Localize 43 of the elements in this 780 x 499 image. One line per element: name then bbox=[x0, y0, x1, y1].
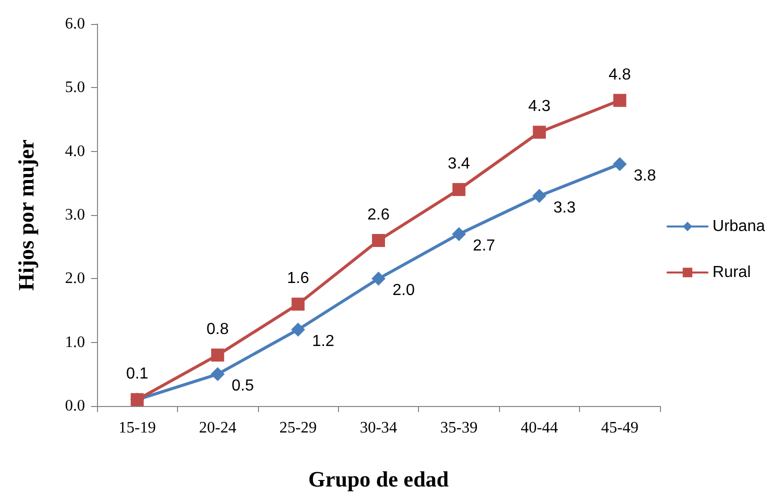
x-tick-label: 40-44 bbox=[520, 420, 558, 436]
point bbox=[612, 157, 627, 172]
data-label: 2.6 bbox=[367, 206, 390, 224]
data-label: 1.6 bbox=[286, 270, 310, 288]
point bbox=[211, 348, 224, 362]
y-tick-label: 4.0 bbox=[65, 142, 85, 160]
data-label: 1.2 bbox=[312, 333, 334, 350]
point bbox=[291, 322, 306, 337]
x-tick-label: 15-19 bbox=[118, 420, 156, 436]
point bbox=[292, 298, 305, 311]
x-tick-label: 25-29 bbox=[279, 420, 317, 436]
y-tick-label: 1.0 bbox=[65, 334, 85, 351]
x-tick-label: 45-49 bbox=[601, 420, 638, 436]
data-label: 2.0 bbox=[392, 282, 415, 300]
data-label: 4.8 bbox=[608, 66, 632, 84]
point bbox=[372, 272, 386, 286]
data-label: 3.3 bbox=[553, 199, 576, 216]
x-axis-title: Grupo de edad bbox=[308, 466, 449, 492]
point bbox=[532, 126, 546, 139]
y-tick-label: 6.0 bbox=[65, 16, 85, 32]
y-tick-label: 5.0 bbox=[65, 79, 85, 96]
data-label: 3.4 bbox=[448, 156, 470, 173]
x-tick-label: 30-34 bbox=[360, 420, 398, 436]
y-tick-label: 3.0 bbox=[65, 206, 85, 224]
x-tick-label: 35-39 bbox=[440, 420, 478, 436]
data-label: 0.5 bbox=[232, 378, 254, 395]
data-label: 0.1 bbox=[126, 366, 148, 383]
point bbox=[613, 94, 626, 107]
x-tick-label: 20-24 bbox=[198, 420, 236, 436]
legend-label: Urbana bbox=[712, 218, 766, 235]
y-tick-label: 2.0 bbox=[65, 270, 85, 288]
point bbox=[532, 188, 546, 203]
legend-label: Rural bbox=[712, 264, 751, 281]
point bbox=[372, 234, 385, 247]
data-label: 3.8 bbox=[634, 168, 656, 185]
data-label: 4.3 bbox=[528, 98, 551, 116]
point bbox=[210, 367, 225, 382]
y-axis-title: Hijos por mujer bbox=[14, 139, 38, 291]
data-label: 0.8 bbox=[206, 321, 229, 338]
y-tick-label: 0.0 bbox=[65, 398, 85, 414]
data-label: 2.7 bbox=[472, 238, 496, 255]
point bbox=[452, 183, 466, 196]
point bbox=[452, 227, 466, 242]
